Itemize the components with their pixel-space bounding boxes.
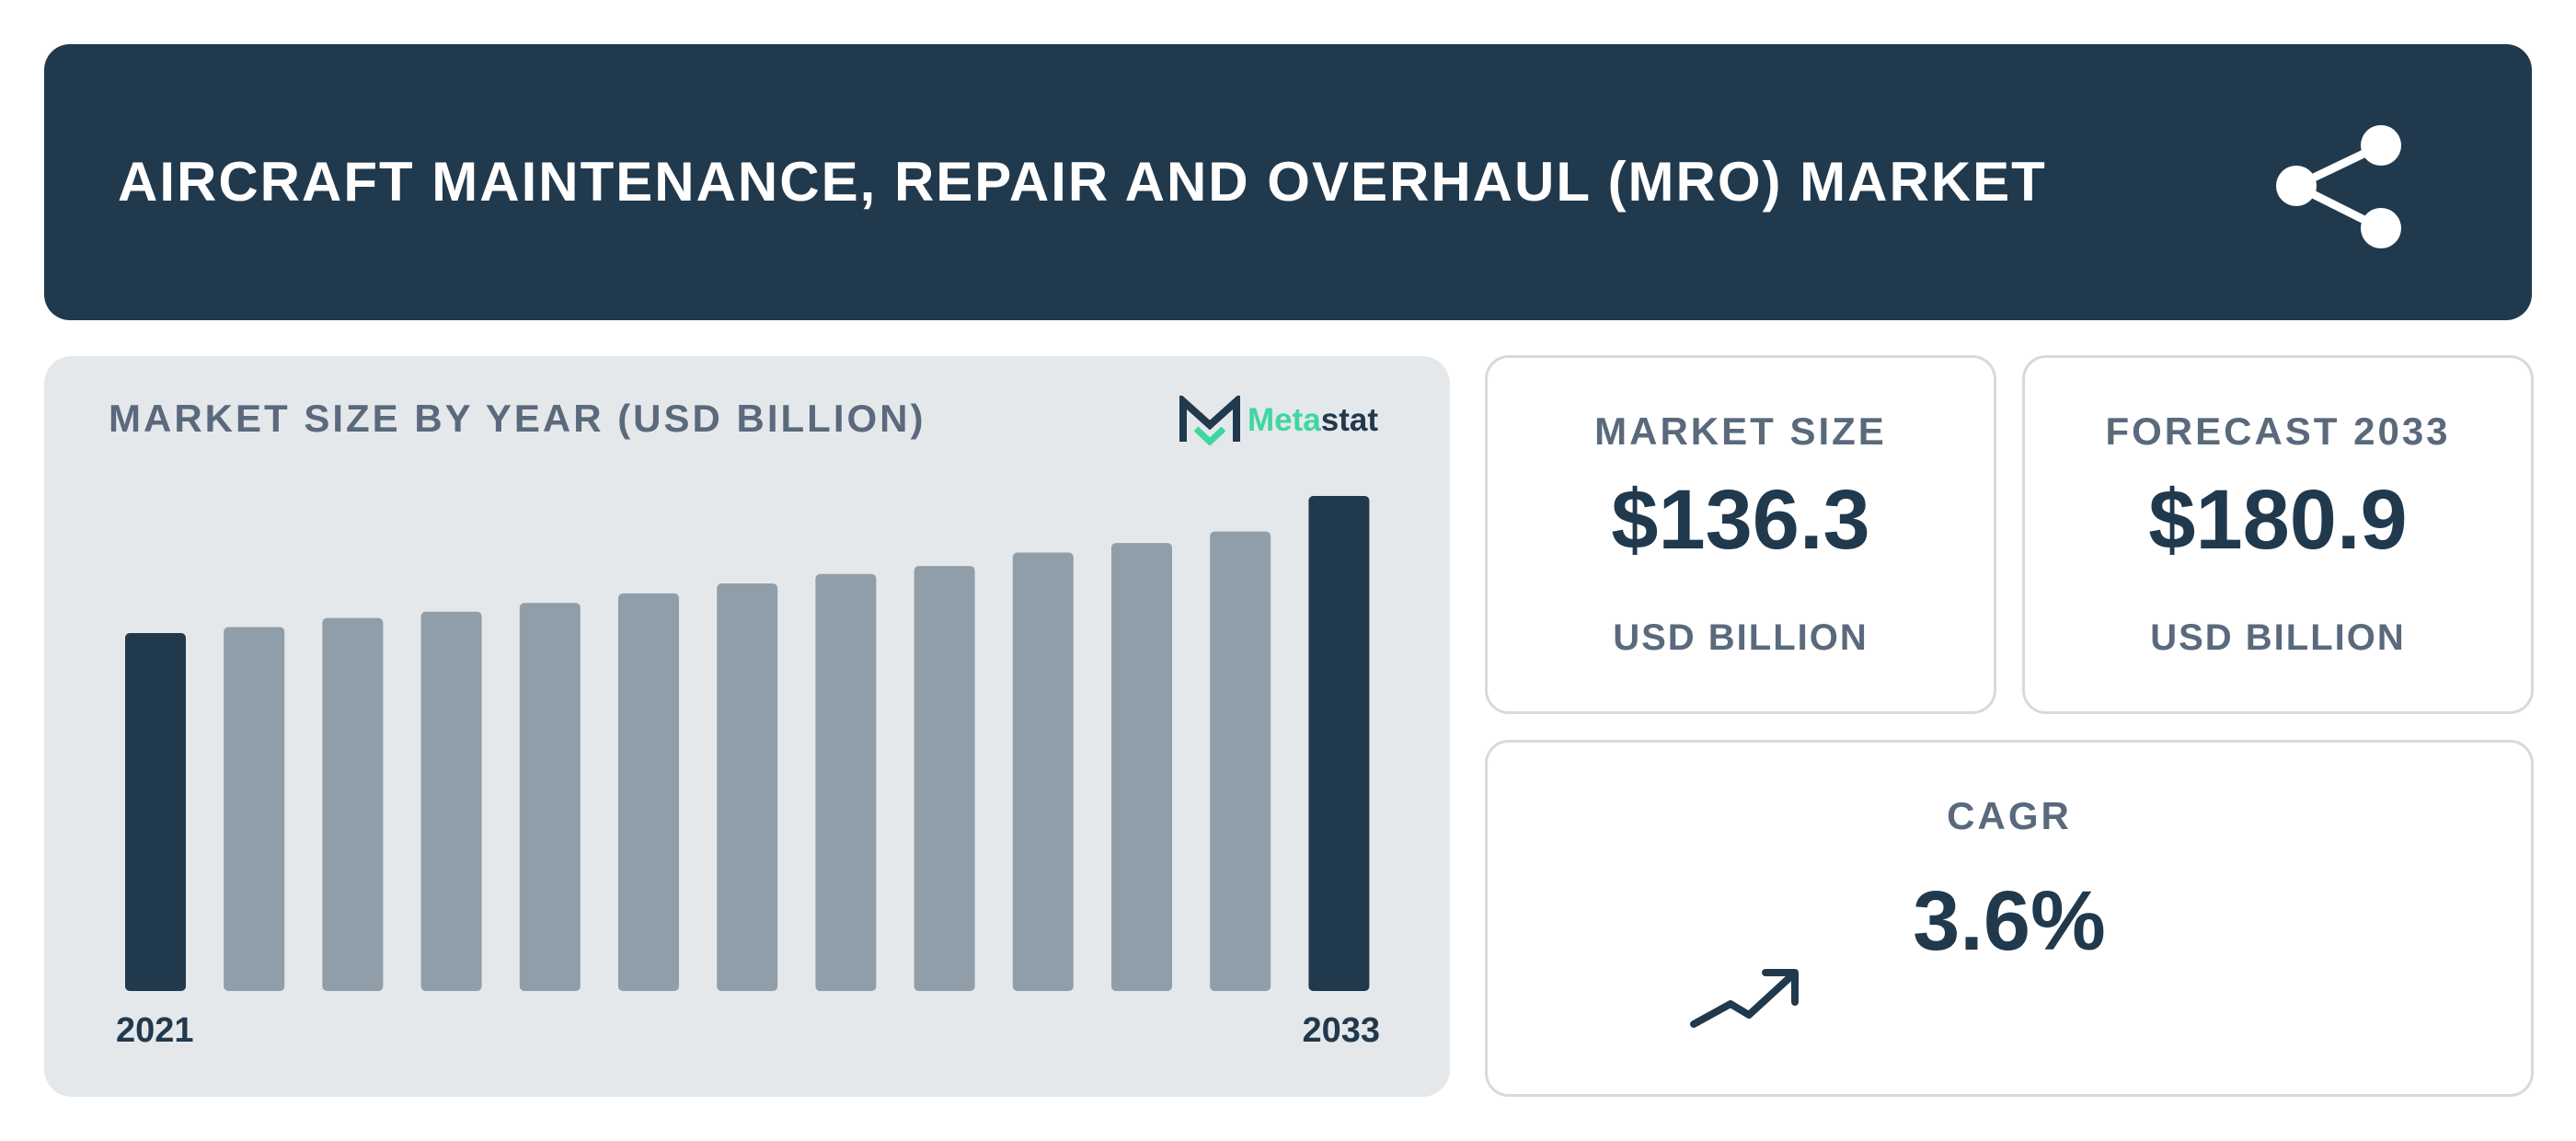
forecast-value: $180.9 (2148, 473, 2408, 567)
bar-2027 (717, 583, 778, 991)
share-icon[interactable] (2269, 121, 2409, 252)
bar-2023 (322, 617, 384, 991)
market-size-chart-panel: MARKET SIZE BY YEAR (USD BILLION) Metast… (44, 356, 1450, 1097)
chart-title: MARKET SIZE BY YEAR (USD BILLION) (109, 397, 926, 440)
page-title: AIRCRAFT MAINTENANCE, REPAIR AND OVERHAU… (118, 151, 2047, 213)
bar-2021 (125, 632, 186, 991)
bar-2022 (224, 627, 285, 991)
bar-2033 (1308, 496, 1370, 991)
trending-up-icon (1690, 969, 1799, 1028)
forecast-label: FORECAST 2033 (2105, 409, 2451, 453)
bar-2031 (1111, 543, 1172, 991)
x-tick-label-first: 2021 (116, 1011, 194, 1050)
x-tick-label-last: 2033 (1302, 1011, 1380, 1050)
header-banner: AIRCRAFT MAINTENANCE, REPAIR AND OVERHAU… (44, 44, 2532, 320)
bar-2026 (618, 593, 679, 991)
bar-2029 (914, 566, 975, 991)
market-size-value: $136.3 (1611, 473, 1870, 567)
forecast-unit: USD BILLION (2150, 617, 2406, 658)
bar-2032 (1210, 531, 1271, 991)
metastat-logo-icon (1179, 396, 1240, 445)
forecast-card: FORECAST 2033 $180.9 USD BILLION (2022, 355, 2534, 714)
market-size-label: MARKET SIZE (1594, 409, 1887, 453)
bar-2028 (815, 573, 877, 991)
brand-name: Metastat (1248, 402, 1378, 438)
bar-chart (125, 496, 1370, 991)
market-size-card: MARKET SIZE $136.3 USD BILLION (1485, 355, 1996, 714)
bar-2030 (1012, 552, 1074, 991)
metastat-logo: Metastat (1178, 395, 1378, 446)
cagr-label: CAGR (1947, 794, 2072, 837)
cagr-card: CAGR 3.6% (1485, 740, 2534, 1097)
market-size-unit: USD BILLION (1613, 617, 1869, 658)
bar-2024 (420, 611, 482, 991)
cagr-value: 3.6% (1913, 874, 2106, 968)
bar-2025 (519, 603, 581, 991)
